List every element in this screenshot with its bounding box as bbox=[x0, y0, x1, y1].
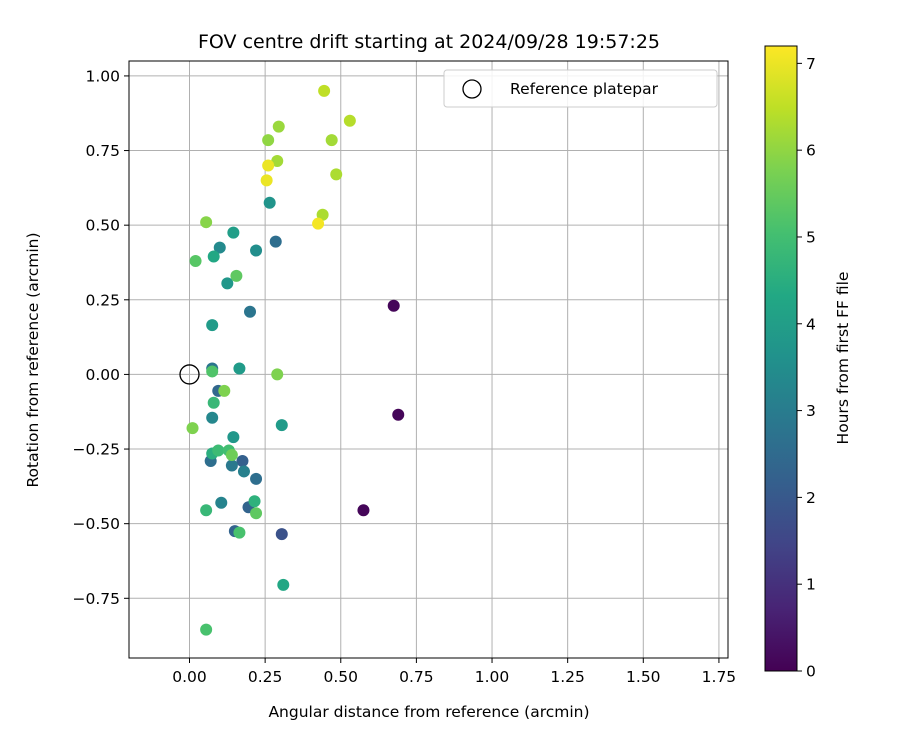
y-tick-label: −0.25 bbox=[73, 441, 121, 459]
y-tick-label: 1.00 bbox=[85, 67, 120, 85]
y-tick-label: 0.25 bbox=[85, 291, 120, 309]
y-axis-ticks: −0.75 −0.50 −0.25 0.00 0.25 0.50 0.75 1.00 bbox=[73, 67, 129, 608]
data-point bbox=[263, 196, 276, 209]
data-point bbox=[227, 431, 240, 444]
colorbar-tick-label: 5 bbox=[806, 228, 816, 246]
x-tick-label: 0.25 bbox=[248, 668, 283, 686]
data-point bbox=[275, 419, 288, 432]
data-point bbox=[312, 217, 325, 230]
y-tick-label: −0.75 bbox=[73, 590, 121, 608]
data-point bbox=[392, 408, 405, 421]
legend-box bbox=[443, 69, 718, 108]
data-point bbox=[318, 84, 331, 97]
data-point bbox=[248, 495, 261, 508]
data-point bbox=[275, 528, 288, 541]
x-axis-ticks: 0.00 0.25 0.50 0.75 1.00 1.25 1.50 1.75 bbox=[172, 658, 736, 686]
data-point bbox=[357, 504, 370, 517]
scatter-points bbox=[186, 84, 405, 636]
data-point bbox=[262, 159, 275, 172]
y-axis-label: Rotation from reference (arcmin) bbox=[24, 232, 42, 487]
data-point bbox=[271, 154, 284, 167]
data-point bbox=[325, 134, 338, 147]
y-tick-label: 0.00 bbox=[85, 366, 120, 384]
data-point bbox=[269, 235, 282, 248]
data-point bbox=[200, 216, 213, 229]
x-axis-label: Angular distance from reference (arcmin) bbox=[268, 703, 589, 721]
legend: Reference platepar bbox=[443, 69, 718, 108]
data-point bbox=[225, 459, 238, 472]
legend-reference-marker bbox=[462, 79, 482, 99]
colorbar-tick-label: 3 bbox=[806, 402, 816, 420]
data-point bbox=[387, 299, 400, 312]
y-tick-label: −0.50 bbox=[73, 515, 121, 533]
colorbar-tick-label: 7 bbox=[806, 55, 816, 73]
data-point bbox=[215, 496, 228, 509]
data-point bbox=[237, 465, 250, 478]
data-point bbox=[230, 269, 243, 282]
reference-marker-layer bbox=[179, 364, 200, 385]
data-point bbox=[206, 365, 219, 378]
colorbar-tick-label: 1 bbox=[806, 576, 816, 594]
x-tick-label: 0.00 bbox=[172, 668, 207, 686]
x-tick-label: 1.00 bbox=[475, 668, 510, 686]
data-point bbox=[250, 244, 263, 257]
data-point bbox=[316, 208, 329, 221]
data-point bbox=[271, 368, 284, 381]
data-point bbox=[250, 507, 263, 520]
data-point bbox=[227, 226, 240, 239]
data-point bbox=[221, 277, 234, 290]
data-point bbox=[186, 422, 199, 435]
x-tick-label: 0.75 bbox=[399, 668, 434, 686]
y-tick-label: 0.75 bbox=[85, 142, 120, 160]
colorbar-tick-label: 6 bbox=[806, 142, 816, 160]
reference-platepar-marker bbox=[179, 364, 200, 385]
data-point bbox=[218, 384, 231, 397]
grid bbox=[129, 61, 728, 658]
x-tick-label: 1.75 bbox=[702, 668, 737, 686]
data-point bbox=[262, 134, 275, 147]
y-tick-label: 0.50 bbox=[85, 217, 120, 235]
data-point bbox=[200, 504, 213, 517]
data-point bbox=[189, 254, 202, 267]
colorbar-tick-label: 2 bbox=[806, 489, 816, 507]
axes-frame bbox=[128, 60, 729, 659]
colorbar-tick-label: 4 bbox=[806, 315, 816, 333]
data-point bbox=[250, 472, 263, 485]
data-point bbox=[206, 411, 219, 424]
data-point bbox=[244, 305, 257, 318]
data-point bbox=[233, 526, 246, 539]
colorbar: 0 1 2 3 4 5 6 7 Hours from first FF file bbox=[764, 45, 852, 681]
data-point bbox=[200, 623, 213, 636]
colorbar-tick-label: 0 bbox=[806, 663, 816, 681]
data-point bbox=[213, 241, 226, 254]
x-tick-label: 1.25 bbox=[550, 668, 585, 686]
data-point bbox=[207, 396, 220, 409]
data-point bbox=[272, 120, 285, 133]
chart-title: FOV centre drift starting at 2024/09/28 … bbox=[198, 31, 660, 53]
colorbar-gradient bbox=[764, 45, 798, 672]
data-point bbox=[233, 362, 246, 375]
data-point bbox=[277, 578, 290, 591]
data-point bbox=[225, 449, 238, 462]
x-tick-label: 1.50 bbox=[626, 668, 661, 686]
data-point bbox=[260, 174, 273, 187]
legend-entry-reference: Reference platepar bbox=[510, 80, 659, 98]
data-point bbox=[330, 168, 343, 181]
data-point bbox=[206, 319, 219, 332]
data-point bbox=[212, 444, 225, 457]
data-point bbox=[236, 454, 249, 467]
data-point bbox=[207, 250, 220, 263]
x-tick-label: 0.50 bbox=[324, 668, 359, 686]
data-point bbox=[343, 114, 356, 127]
colorbar-label: Hours from first FF file bbox=[834, 272, 852, 445]
colorbar-ticks: 0 1 2 3 4 5 6 7 bbox=[797, 55, 816, 681]
